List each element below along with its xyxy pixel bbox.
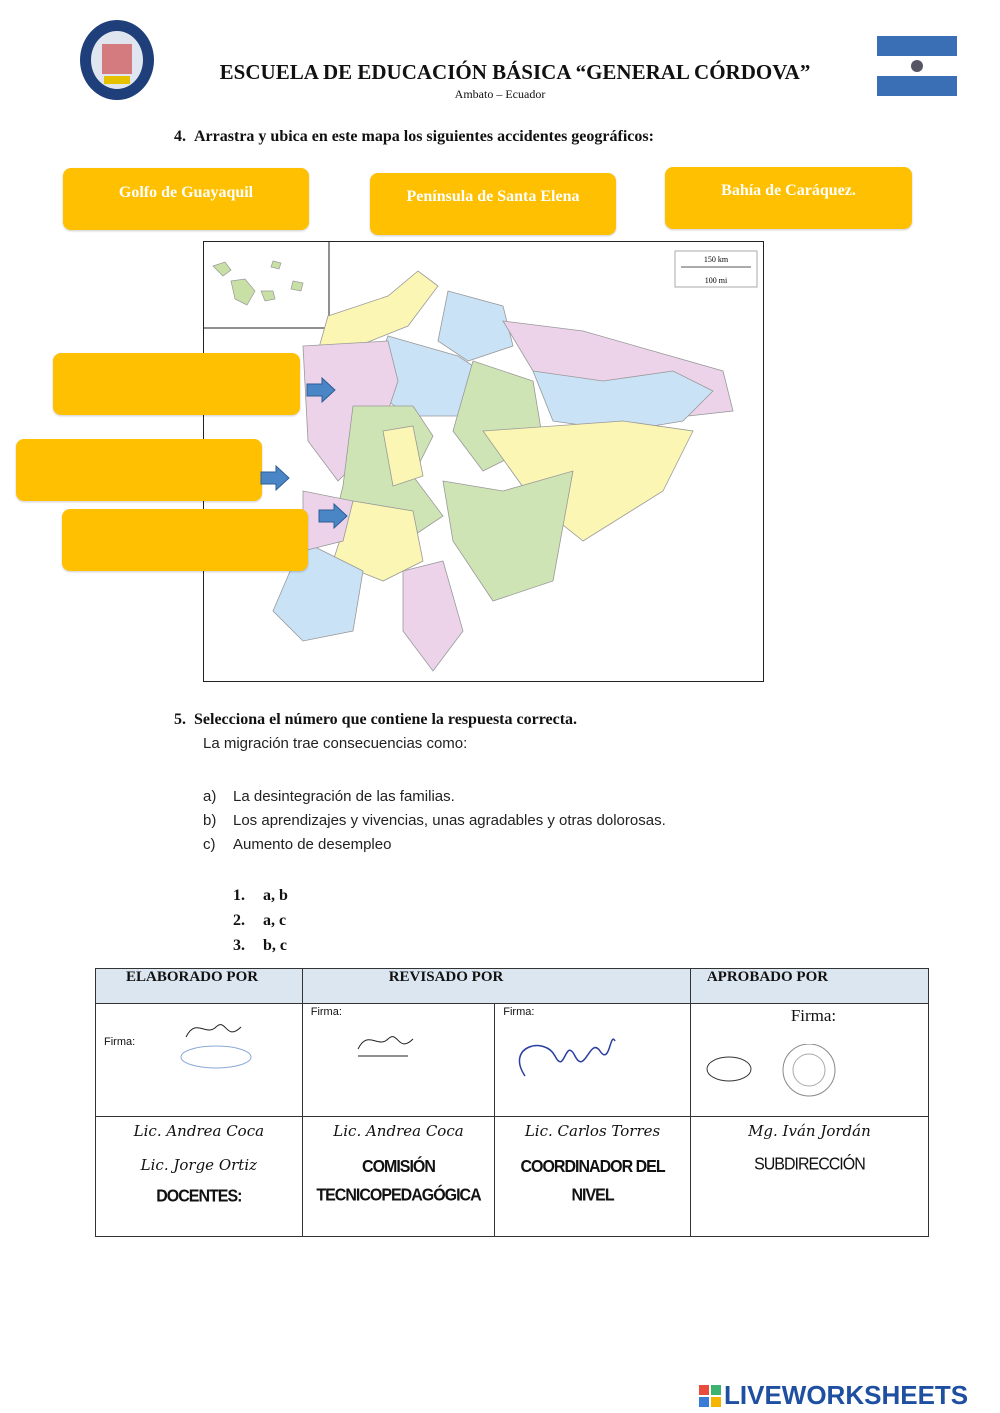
scale-mi: 100 mi xyxy=(705,276,728,285)
signer-role: DOCENTES: xyxy=(156,1187,242,1206)
arrow-right-icon xyxy=(306,377,336,403)
signer-name: Lic. Carlos Torres xyxy=(524,1122,661,1140)
signer-name: Lic. Andrea Coca xyxy=(133,1122,265,1140)
signer-role: COORDINADOR DEL NIVEL xyxy=(520,1157,665,1206)
scale-km: 150 km xyxy=(704,255,729,264)
flag-image xyxy=(877,36,957,96)
firma-label: Firma: xyxy=(503,1006,535,1018)
arrow-right-icon xyxy=(318,503,348,529)
q5-intro: La migración trae consecuencias como: xyxy=(203,735,468,752)
q5-item: a) La desintegración de las familias. xyxy=(203,788,455,805)
option-bahia-de-caraquez[interactable]: Bahía de Caráquez. xyxy=(665,167,912,229)
firma-label: Firma: xyxy=(790,1006,837,1025)
q5-items: a) La desintegración de las familias. b) L… xyxy=(203,785,666,857)
signature-image xyxy=(180,1024,252,1069)
approval-table: ELABORADO POR REVISADO POR APROBADO POR … xyxy=(95,968,930,1237)
answer-option-2[interactable]: 2. a, c xyxy=(233,912,287,929)
school-location: Ambato – Ecuador xyxy=(454,87,546,101)
header-revisado: REVISADO POR xyxy=(301,968,691,1004)
drop-zone-1[interactable] xyxy=(53,353,300,415)
q5-item: b) Los aprendizajes y vivencias, unas agr… xyxy=(203,812,666,829)
signer-role: COMISIÓN TECNICOPEDAGÓGICA xyxy=(316,1157,481,1206)
signer-role: SUBDIRECCIÓN xyxy=(754,1155,866,1174)
q4-prompt: Arrastra y ubica en este mapa los siguie… xyxy=(194,128,654,145)
logo-grid-icon xyxy=(699,1384,721,1407)
option-golfo-de-guayaquil[interactable]: Golfo de Guayaquil xyxy=(63,168,309,230)
q5-number: 5. xyxy=(174,711,186,728)
header-elaborado: ELABORADO POR xyxy=(95,968,303,1004)
school-name: ESCUELA DE EDUCACIÓN BÁSICA “GENERAL CÓR… xyxy=(219,60,811,84)
signer-name: Lic. Andrea Coca xyxy=(333,1122,464,1140)
answer-option-1[interactable]: 1. a, b xyxy=(233,887,288,904)
arrow-right-icon xyxy=(260,465,290,491)
school-logo xyxy=(80,20,154,100)
q4-number: 4. xyxy=(174,128,186,145)
signer-name: Mg. Iván Jordán xyxy=(748,1122,871,1140)
liveworksheets-logo: LIVEWORKSHEETS xyxy=(698,1380,968,1411)
official-seal xyxy=(706,1044,836,1097)
signature-image xyxy=(518,1038,616,1077)
option-peninsula-santa-elena[interactable]: Península de Santa Elena xyxy=(370,173,616,235)
ecuador-map: 150 km 100 mi xyxy=(203,241,764,682)
header-aprobado: APROBADO POR xyxy=(689,968,930,1004)
drop-zone-2[interactable] xyxy=(16,439,262,501)
drop-zone-3[interactable] xyxy=(62,509,308,571)
q5-item: c) Aumento de desempleo xyxy=(203,836,392,853)
firma-label: Firma: xyxy=(310,1006,342,1018)
answer-option-3[interactable]: 3. b, c xyxy=(233,937,287,954)
signer-name: Lic. Jorge Ortiz xyxy=(140,1156,258,1174)
firma-label: Firma: xyxy=(104,1036,136,1048)
q5-prompt: Selecciona el número que contiene la res… xyxy=(194,711,578,728)
brand-name: LIVEWORKSHEETS xyxy=(724,1380,969,1410)
signature-image xyxy=(357,1036,414,1057)
